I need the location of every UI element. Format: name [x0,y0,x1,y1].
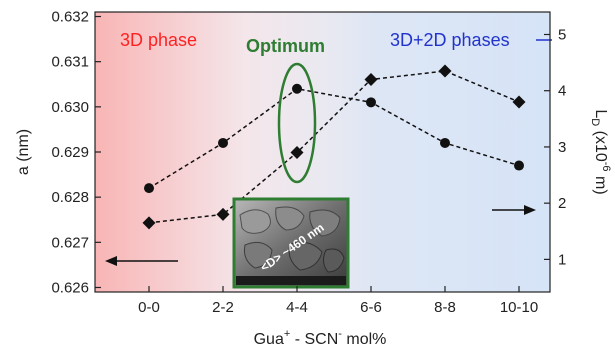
y-left-tick-label: 0.629 [51,144,89,161]
x-axis-title: Gua+ - SCN- mol% [254,328,387,348]
left-arrow [105,256,178,266]
y-right-tick-label: 2 [558,195,566,212]
y-left-tick-label: 0.628 [51,189,89,206]
series-1-point [290,146,304,160]
y-axis-left-title: a (nm) [15,129,32,175]
y-left-tick-label: 0.632 [51,9,89,26]
y-left-tick-label: 0.630 [51,99,89,116]
y-left-tick-label: 0.626 [51,279,89,296]
series-0-point [440,137,450,148]
series-0-point [366,97,376,108]
x-tick-label: 10-10 [500,299,538,316]
x-tick-label: 2-2 [212,299,234,316]
y-right-tick-label: 3 [558,139,566,156]
y-right-tick-label: 4 [558,83,566,100]
series-1-point [512,95,526,109]
series-1-point [216,207,230,221]
series-0-point [218,137,228,148]
series-0-point [514,160,524,171]
series-1-point [438,64,452,78]
y-left-tick-label: 0.627 [51,234,89,251]
optimum-ellipse [277,62,317,184]
y-right-tick-label: 5 [558,26,566,43]
region-label-3d: 3D phase [120,30,197,50]
series-0-line [148,87,520,189]
series-1-point [142,216,156,230]
y-left-tick-label: 0.631 [51,54,89,71]
y-right-tick-label: 1 [558,251,566,268]
x-tick-label: 4-4 [286,299,308,316]
x-tick-label: 0-0 [138,299,160,316]
series-0-point [144,183,154,194]
y-axis-right-title: LD (x10-6 m) [589,109,612,194]
optimum-label: Optimum [246,36,325,56]
right-arrow [492,205,536,215]
series-0-point [292,83,302,94]
x-tick-label: 8-8 [434,299,456,316]
x-tick-label: 6-6 [360,299,382,316]
sem-inset: <D> ~460 nm [232,197,350,289]
region-label-3d-2d: 3D+2D phases [390,30,510,50]
series-1-point [364,72,378,86]
